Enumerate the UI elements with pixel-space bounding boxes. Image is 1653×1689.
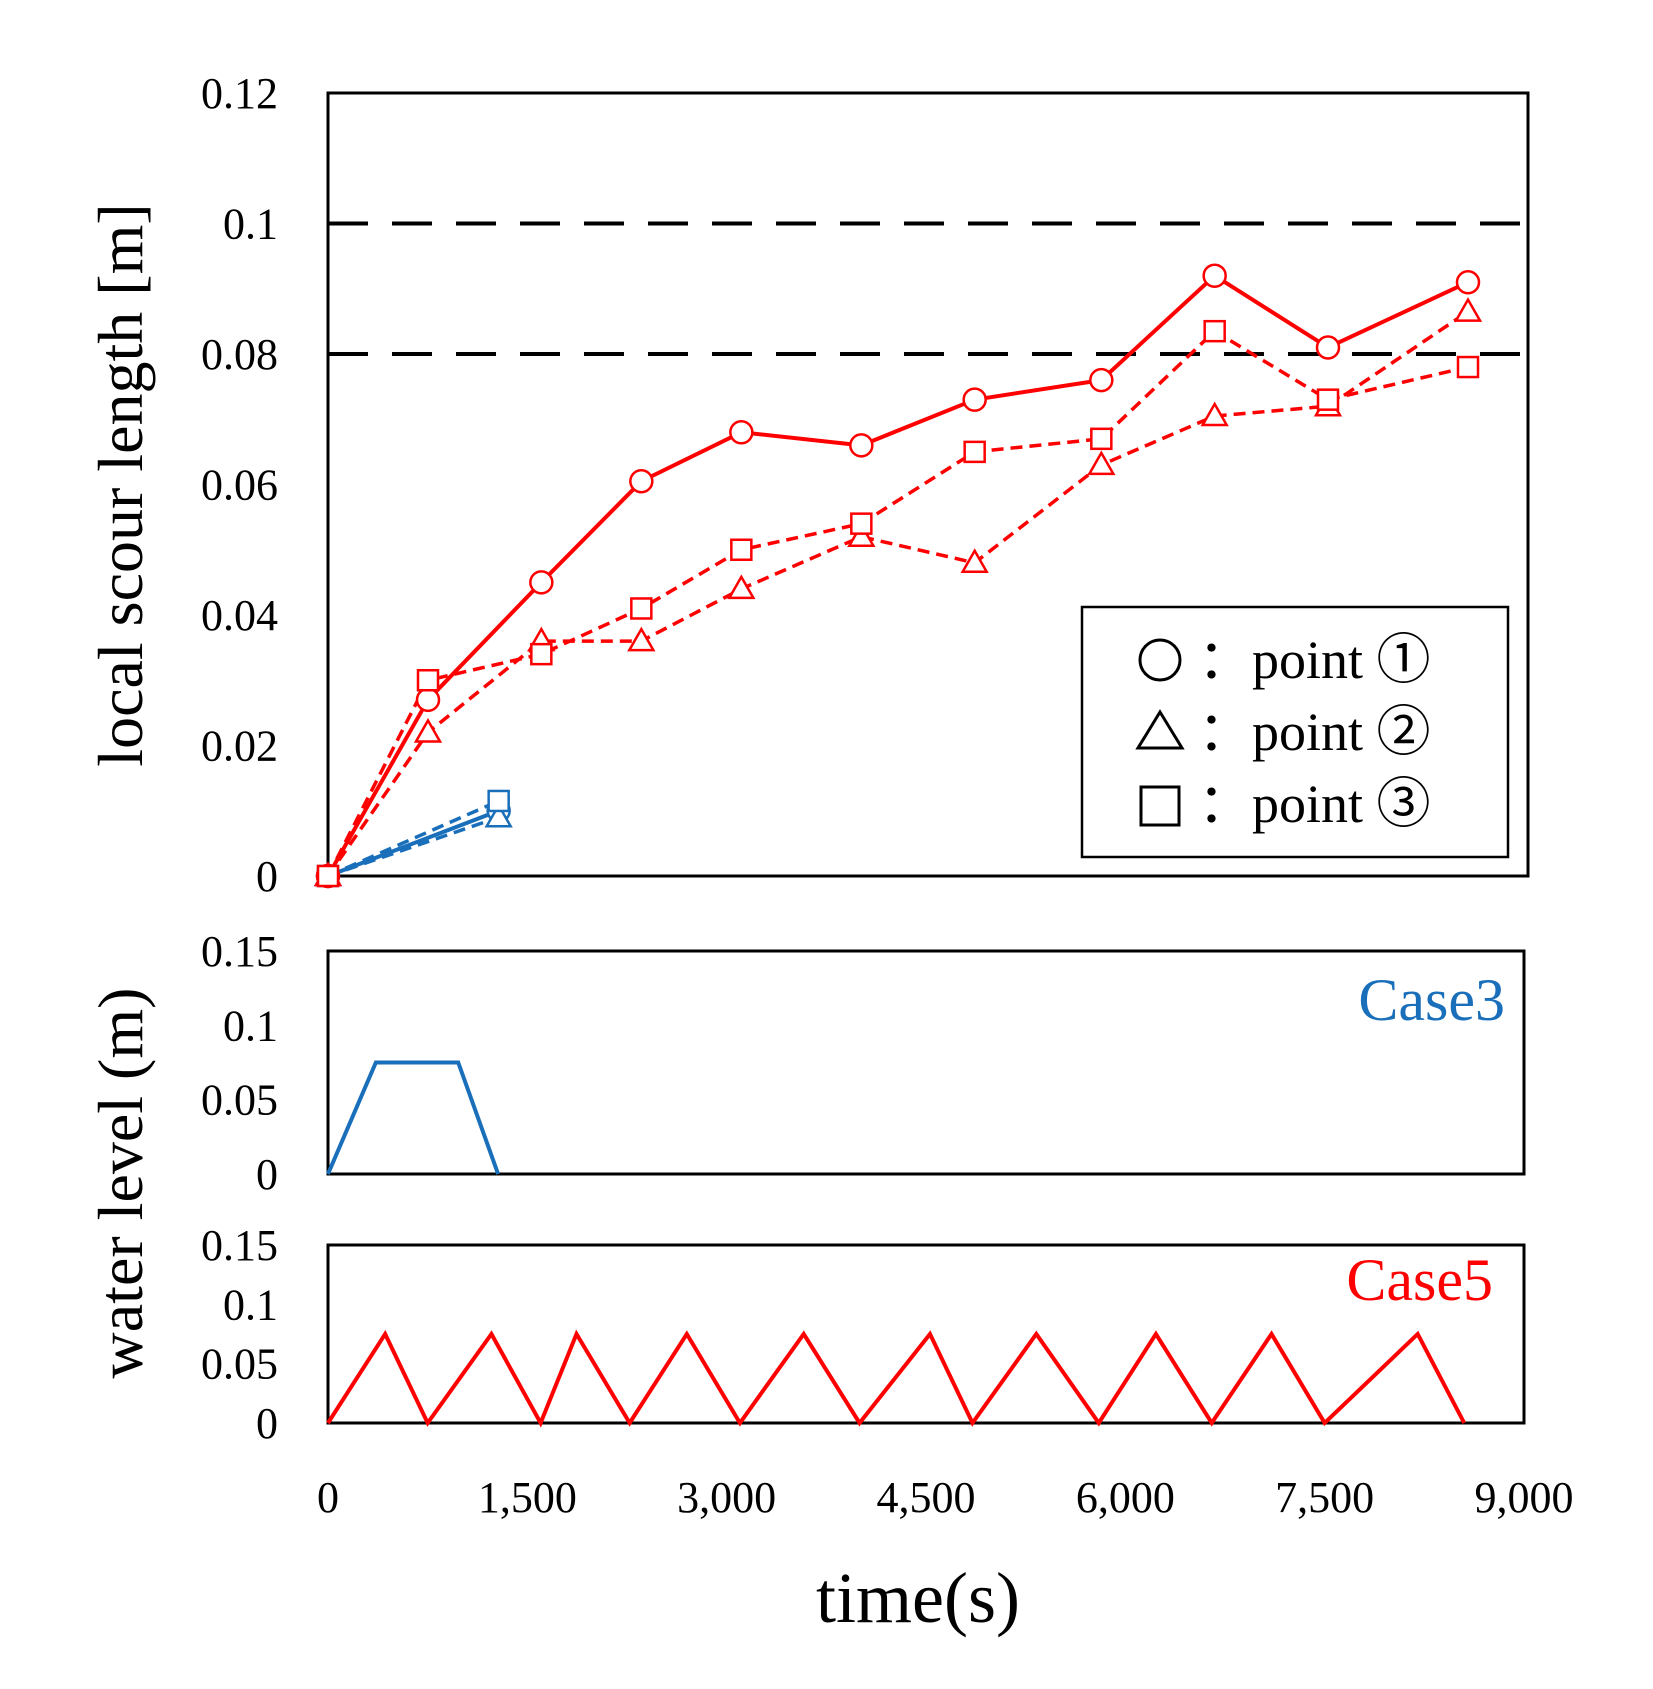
data-point-circle <box>729 420 754 445</box>
legend-label-point-3: ：point ③ <box>1198 774 1431 834</box>
xtick-label: 3,000 <box>677 1473 776 1522</box>
data-point-circle <box>849 433 874 458</box>
legend-label-point-1: ：point ① <box>1198 630 1431 690</box>
series-line <box>327 815 500 878</box>
xtick-label: 7,500 <box>1275 1473 1374 1522</box>
ytick-label: 0 <box>256 1399 278 1448</box>
xtick-label: 9,000 <box>1475 1473 1574 1522</box>
data-point-square <box>1316 388 1340 411</box>
ytick-label: 0.15 <box>201 1221 278 1270</box>
data-point-square <box>1090 427 1113 451</box>
data-point-circle <box>1315 335 1341 360</box>
data-point-circle <box>1089 367 1114 393</box>
ytick-label: 0.06 <box>201 461 278 510</box>
data-point-square <box>316 864 340 888</box>
data-point-triangle <box>1200 401 1229 427</box>
data-point-triangle <box>1453 297 1483 322</box>
data-point-circle <box>962 387 987 412</box>
xtick-label: 4,500 <box>877 1473 976 1522</box>
legend-triangle-icon <box>1135 709 1185 750</box>
legend-circle-icon <box>1138 638 1182 682</box>
data-point-circle <box>529 570 554 595</box>
ytick-label: 0 <box>256 1150 278 1199</box>
data-point-circle <box>629 468 654 494</box>
data-point-triangle <box>627 626 656 652</box>
case5-plot-frame <box>326 1243 1526 1425</box>
legend-square-icon <box>1139 785 1181 827</box>
legend-label-point-2: ：point ② <box>1198 702 1431 762</box>
ytick-label: 0.12 <box>201 69 278 118</box>
data-point-triangle <box>1087 450 1116 476</box>
data-point-triangle <box>727 574 756 600</box>
case3-label: Case3 <box>1358 967 1505 1033</box>
ytick-label: 0.1 <box>223 1001 278 1050</box>
ytick-label: 0.04 <box>201 591 278 640</box>
data-point-triangle <box>847 522 876 547</box>
case5-label: Case5 <box>1346 1247 1493 1313</box>
legend-box <box>1080 605 1510 859</box>
ytick-label: 0.1 <box>223 1280 278 1329</box>
series-line <box>327 799 500 878</box>
case3-plot-frame <box>326 949 1526 1176</box>
y-axis-title-water-level: water level (m) <box>85 988 156 1379</box>
data-point-square <box>630 597 653 620</box>
data-point-circle <box>415 687 441 713</box>
data-point-triangle <box>413 717 443 743</box>
ytick-label: 0.02 <box>201 722 278 771</box>
data-point-circle <box>1455 269 1481 295</box>
ytick-label: 0.08 <box>201 330 278 379</box>
x-axis-title: time(s) <box>816 1558 1020 1638</box>
xtick-label: 1,500 <box>478 1473 577 1522</box>
water-level-line <box>326 1329 1466 1428</box>
ytick-label: 0.05 <box>201 1076 278 1125</box>
data-point-square <box>416 669 440 692</box>
data-point-square <box>730 538 753 561</box>
data-point-triangle <box>960 548 989 574</box>
data-point-square <box>963 440 986 464</box>
data-point-square <box>1456 355 1480 379</box>
data-point-square <box>1203 319 1226 343</box>
y-axis-title-scour: local scour length [m] <box>85 203 156 766</box>
data-point-circle <box>1202 263 1227 288</box>
legend: ：point ① ：point ② ：point ③ <box>1080 605 1510 859</box>
ytick-label: 0.1 <box>223 200 278 249</box>
series-line <box>326 310 1469 878</box>
ytick-label: 0.05 <box>201 1340 278 1389</box>
ytick-label: 0.15 <box>201 927 278 976</box>
ytick-label: 0 <box>256 852 278 901</box>
data-point-square <box>530 642 553 666</box>
data-point-square <box>850 512 873 535</box>
xtick-label: 6,000 <box>1076 1473 1175 1522</box>
scour-plot-frame <box>326 91 1530 878</box>
water-level-line <box>326 1060 500 1175</box>
data-point-triangle <box>484 802 513 828</box>
xtick-label: 0 <box>317 1473 339 1522</box>
data-point-square <box>487 789 510 813</box>
